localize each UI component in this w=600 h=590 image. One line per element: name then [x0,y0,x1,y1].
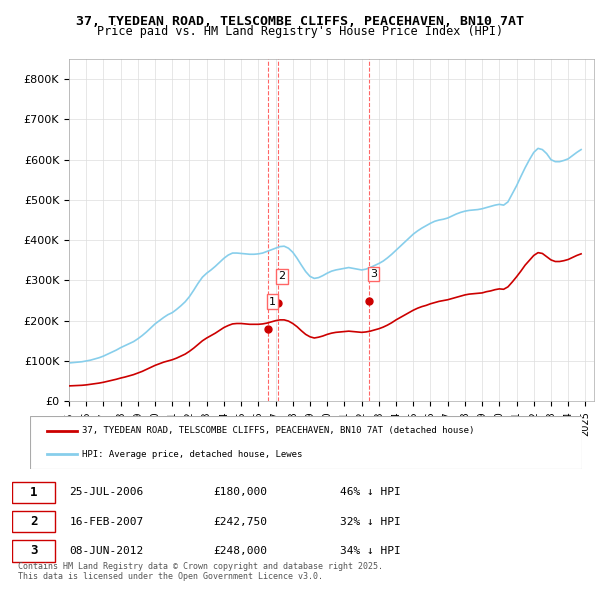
Text: 3: 3 [370,269,377,279]
Text: 25-JUL-2006: 25-JUL-2006 [70,487,144,497]
Text: 2: 2 [30,515,37,528]
FancyBboxPatch shape [12,540,55,562]
Text: Price paid vs. HM Land Registry's House Price Index (HPI): Price paid vs. HM Land Registry's House … [97,25,503,38]
FancyBboxPatch shape [12,511,55,532]
Text: 32% ↓ HPI: 32% ↓ HPI [340,517,401,527]
Text: 46% ↓ HPI: 46% ↓ HPI [340,487,401,497]
Text: HPI: Average price, detached house, Lewes: HPI: Average price, detached house, Lewe… [82,450,303,458]
Text: £248,000: £248,000 [214,546,268,556]
Text: Contains HM Land Registry data © Crown copyright and database right 2025.
This d: Contains HM Land Registry data © Crown c… [18,562,383,581]
Text: 37, TYEDEAN ROAD, TELSCOMBE CLIFFS, PEACEHAVEN, BN10 7AT (detached house): 37, TYEDEAN ROAD, TELSCOMBE CLIFFS, PEAC… [82,427,475,435]
Text: 3: 3 [30,545,37,558]
Text: £242,750: £242,750 [214,517,268,527]
Text: 1: 1 [30,486,37,499]
Text: 34% ↓ HPI: 34% ↓ HPI [340,546,401,556]
Text: 2: 2 [278,271,286,281]
Text: £180,000: £180,000 [214,487,268,497]
Text: 1: 1 [269,297,276,307]
Text: 08-JUN-2012: 08-JUN-2012 [70,546,144,556]
FancyBboxPatch shape [30,416,582,469]
Text: 16-FEB-2007: 16-FEB-2007 [70,517,144,527]
Text: 37, TYEDEAN ROAD, TELSCOMBE CLIFFS, PEACEHAVEN, BN10 7AT: 37, TYEDEAN ROAD, TELSCOMBE CLIFFS, PEAC… [76,15,524,28]
FancyBboxPatch shape [12,482,55,503]
